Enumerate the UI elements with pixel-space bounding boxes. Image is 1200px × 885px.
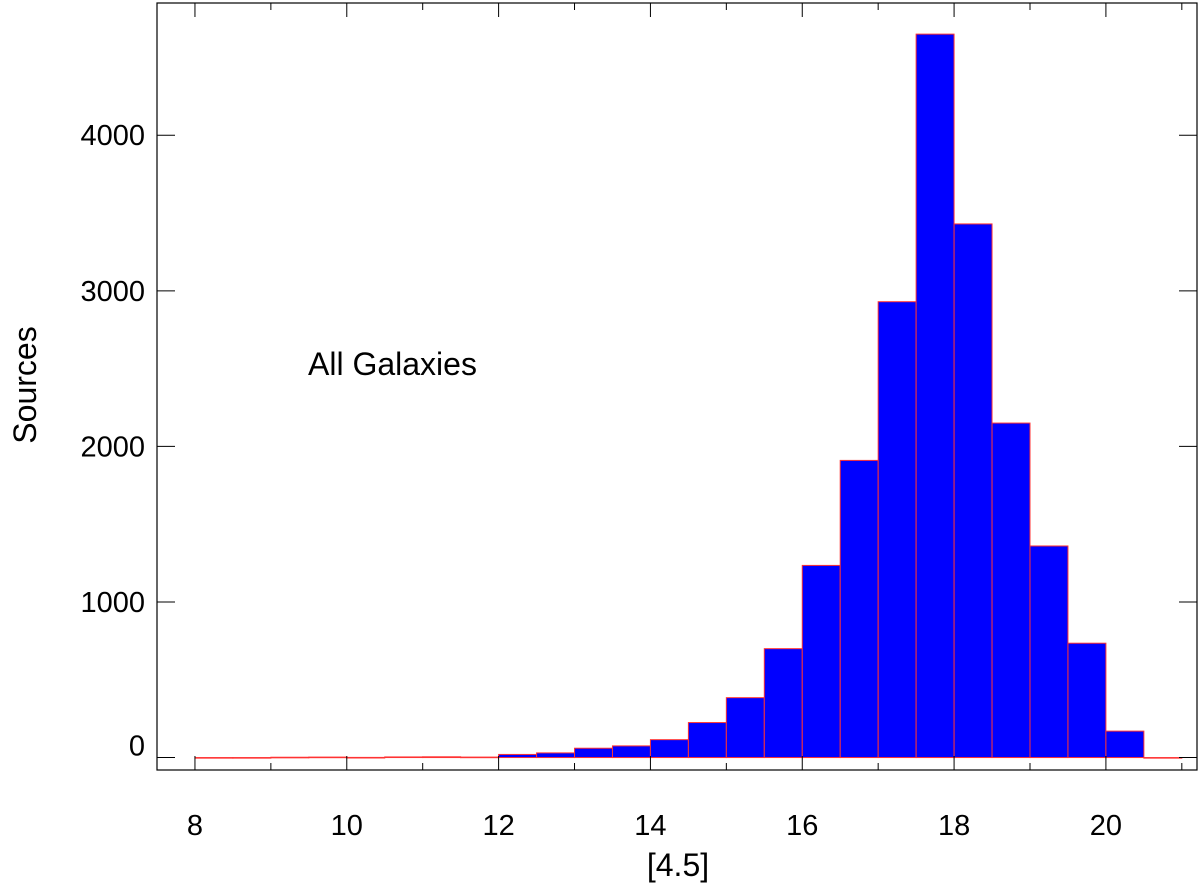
histogram-bar-17 [839, 459, 879, 759]
histogram-bar-2 [270, 756, 310, 759]
histogram-bar-21 [991, 422, 1031, 759]
histogram-bar-8 [498, 753, 538, 759]
bars-group [194, 33, 1183, 759]
y-tick-label-0: 0 [129, 731, 145, 763]
histogram-bar-3 [308, 756, 348, 759]
plot-frame [156, 2, 1198, 771]
histogram-bar-0 [194, 757, 234, 759]
x-axis-title: [4.5] [647, 847, 709, 883]
histogram-bar-13 [687, 722, 727, 759]
tick-labels-group: 8 10 12 14 16 18 20 0 1000 2000 3000 4000 [80, 120, 1122, 842]
histogram-bar-1 [232, 757, 272, 759]
histogram-bar-12 [649, 739, 689, 759]
histogram-bar-20 [953, 223, 993, 759]
y-axis-title: Sources [7, 326, 43, 443]
x-tick-label-20: 20 [1090, 810, 1122, 842]
histogram-bar-18 [877, 301, 917, 759]
ticks-group [157, 3, 1197, 770]
histogram-bar-5 [384, 756, 424, 759]
x-tick-label-10: 10 [331, 810, 363, 842]
x-tick-label-8: 8 [187, 810, 203, 842]
x-tick-label-16: 16 [786, 810, 818, 842]
histogram-bar-4 [346, 756, 386, 759]
histogram-bar-23 [1067, 642, 1107, 759]
histogram-bar-24 [1105, 730, 1145, 759]
y-tick-label-4000: 4000 [80, 120, 145, 152]
annotation-all-galaxies: All Galaxies [308, 346, 477, 382]
histogram-bar-22 [1029, 545, 1069, 759]
histogram-bar-11 [611, 745, 651, 759]
histogram-bar-7 [460, 756, 500, 759]
y-tick-label-3000: 3000 [80, 276, 145, 308]
x-tick-label-14: 14 [634, 810, 666, 842]
y-tick-label-2000: 2000 [80, 431, 145, 463]
x-tick-label-18: 18 [938, 810, 970, 842]
histogram-bar-19 [915, 33, 955, 759]
histogram-bar-16 [801, 564, 841, 759]
y-tick-label-1000: 1000 [80, 587, 145, 619]
histogram-bar-14 [725, 697, 765, 759]
histogram-bar-9 [536, 752, 576, 759]
histogram-bar-15 [763, 648, 803, 759]
histogram-bar-25 [1143, 757, 1183, 759]
x-tick-label-12: 12 [482, 810, 514, 842]
histogram-bar-10 [574, 747, 613, 759]
histogram-bar-6 [422, 756, 462, 759]
